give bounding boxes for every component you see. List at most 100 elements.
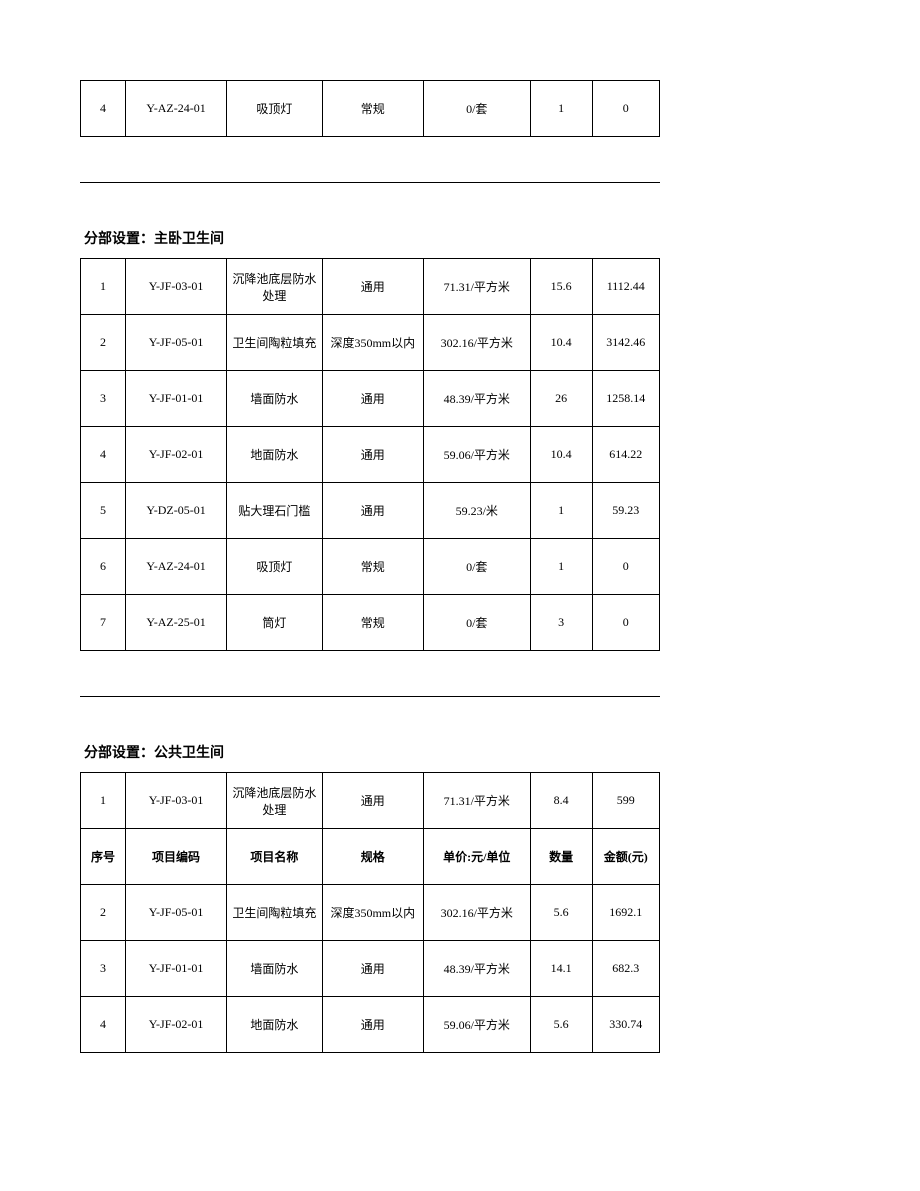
table-row: 4 Y-JF-02-01 地面防水 通用 59.06/平方米 5.6 330.7… bbox=[81, 997, 660, 1053]
cell-code: Y-AZ-24-01 bbox=[125, 81, 226, 137]
cell-code: Y-JF-02-01 bbox=[125, 997, 226, 1053]
cell-qty: 5.6 bbox=[530, 885, 592, 941]
cell-qty: 10.4 bbox=[530, 315, 592, 371]
cell-amount: 599 bbox=[592, 773, 660, 829]
cell-seq: 5 bbox=[81, 483, 126, 539]
cell-name: 吸顶灯 bbox=[227, 81, 323, 137]
header-seq: 序号 bbox=[81, 829, 126, 885]
cell-spec: 常规 bbox=[322, 595, 423, 651]
cell-amount: 614.22 bbox=[592, 427, 660, 483]
cell-code: Y-JF-01-01 bbox=[125, 371, 226, 427]
table-row: 5 Y-DZ-05-01 贴大理石门槛 通用 59.23/米 1 59.23 bbox=[81, 483, 660, 539]
cell-seq: 3 bbox=[81, 371, 126, 427]
cell-spec: 通用 bbox=[322, 427, 423, 483]
cell-spec: 通用 bbox=[322, 941, 423, 997]
cell-amount: 330.74 bbox=[592, 997, 660, 1053]
cell-code: Y-DZ-05-01 bbox=[125, 483, 226, 539]
cell-spec: 通用 bbox=[322, 259, 423, 315]
cell-price: 0/套 bbox=[423, 539, 530, 595]
cell-qty: 3 bbox=[530, 595, 592, 651]
table-row: 1 Y-JF-03-01 沉降池底层防水处理 通用 71.31/平方米 15.6… bbox=[81, 259, 660, 315]
cell-name: 地面防水 bbox=[227, 427, 323, 483]
cell-seq: 2 bbox=[81, 315, 126, 371]
cell-name: 贴大理石门槛 bbox=[227, 483, 323, 539]
section-2-header: 分部设置：公共卫生间 bbox=[80, 732, 660, 772]
cell-seq: 4 bbox=[81, 997, 126, 1053]
cell-name: 沉降池底层防水处理 bbox=[227, 773, 323, 829]
table-header-row: 序号 项目编码 项目名称 规格 单价:元/单位 数量 金额(元) bbox=[81, 829, 660, 885]
cell-price: 0/套 bbox=[423, 81, 530, 137]
cell-amount: 0 bbox=[592, 81, 660, 137]
cell-price: 48.39/平方米 bbox=[423, 371, 530, 427]
cell-amount: 0 bbox=[592, 539, 660, 595]
cell-name: 卫生间陶粒填充 bbox=[227, 885, 323, 941]
cell-name: 卫生间陶粒填充 bbox=[227, 315, 323, 371]
cell-qty: 26 bbox=[530, 371, 592, 427]
header-code: 项目编码 bbox=[125, 829, 226, 885]
header-name: 项目名称 bbox=[227, 829, 323, 885]
cell-amount: 682.3 bbox=[592, 941, 660, 997]
cell-qty: 8.4 bbox=[530, 773, 592, 829]
cell-qty: 5.6 bbox=[530, 997, 592, 1053]
cell-amount: 59.23 bbox=[592, 483, 660, 539]
cell-price: 59.06/平方米 bbox=[423, 427, 530, 483]
cell-name: 筒灯 bbox=[227, 595, 323, 651]
cell-amount: 3142.46 bbox=[592, 315, 660, 371]
cell-name: 墙面防水 bbox=[227, 941, 323, 997]
table-row: 2 Y-JF-05-01 卫生间陶粒填充 深度350mm以内 302.16/平方… bbox=[81, 885, 660, 941]
cell-code: Y-JF-03-01 bbox=[125, 773, 226, 829]
cell-name: 吸顶灯 bbox=[227, 539, 323, 595]
cell-qty: 10.4 bbox=[530, 427, 592, 483]
table-row: 3 Y-JF-01-01 墙面防水 通用 48.39/平方米 26 1258.1… bbox=[81, 371, 660, 427]
header-price: 单价:元/单位 bbox=[423, 829, 530, 885]
cell-code: Y-AZ-25-01 bbox=[125, 595, 226, 651]
cell-spec: 通用 bbox=[322, 997, 423, 1053]
cell-amount: 1692.1 bbox=[592, 885, 660, 941]
cell-price: 59.23/米 bbox=[423, 483, 530, 539]
cell-spec: 通用 bbox=[322, 773, 423, 829]
cell-price: 0/套 bbox=[423, 595, 530, 651]
cell-price: 302.16/平方米 bbox=[423, 885, 530, 941]
cell-qty: 15.6 bbox=[530, 259, 592, 315]
header-qty: 数量 bbox=[530, 829, 592, 885]
cell-price: 59.06/平方米 bbox=[423, 997, 530, 1053]
cell-price: 48.39/平方米 bbox=[423, 941, 530, 997]
section-divider bbox=[80, 696, 660, 697]
cell-spec: 常规 bbox=[322, 81, 423, 137]
cell-seq: 1 bbox=[81, 773, 126, 829]
section-2-table: 1 Y-JF-03-01 沉降池底层防水处理 通用 71.31/平方米 8.4 … bbox=[80, 772, 660, 1053]
header-spec: 规格 bbox=[322, 829, 423, 885]
cell-seq: 4 bbox=[81, 81, 126, 137]
cell-spec: 深度350mm以内 bbox=[322, 315, 423, 371]
cell-seq: 7 bbox=[81, 595, 126, 651]
cell-code: Y-AZ-24-01 bbox=[125, 539, 226, 595]
table-row: 4 Y-JF-02-01 地面防水 通用 59.06/平方米 10.4 614.… bbox=[81, 427, 660, 483]
cell-amount: 1258.14 bbox=[592, 371, 660, 427]
cell-name: 沉降池底层防水处理 bbox=[227, 259, 323, 315]
cell-seq: 4 bbox=[81, 427, 126, 483]
cell-qty: 1 bbox=[530, 81, 592, 137]
cell-seq: 2 bbox=[81, 885, 126, 941]
cell-name: 地面防水 bbox=[227, 997, 323, 1053]
cell-amount: 0 bbox=[592, 595, 660, 651]
cell-price: 302.16/平方米 bbox=[423, 315, 530, 371]
table-row: 3 Y-JF-01-01 墙面防水 通用 48.39/平方米 14.1 682.… bbox=[81, 941, 660, 997]
header-amount: 金额(元) bbox=[592, 829, 660, 885]
table-row: 1 Y-JF-03-01 沉降池底层防水处理 通用 71.31/平方米 8.4 … bbox=[81, 773, 660, 829]
cell-amount: 1112.44 bbox=[592, 259, 660, 315]
table-row: 2 Y-JF-05-01 卫生间陶粒填充 深度350mm以内 302.16/平方… bbox=[81, 315, 660, 371]
section-1-header: 分部设置：主卧卫生间 bbox=[80, 218, 660, 258]
cell-name: 墙面防水 bbox=[227, 371, 323, 427]
cell-qty: 14.1 bbox=[530, 941, 592, 997]
table-row: 4 Y-AZ-24-01 吸顶灯 常规 0/套 1 0 bbox=[81, 81, 660, 137]
cell-seq: 1 bbox=[81, 259, 126, 315]
cell-spec: 常规 bbox=[322, 539, 423, 595]
cell-code: Y-JF-05-01 bbox=[125, 315, 226, 371]
cell-spec: 通用 bbox=[322, 483, 423, 539]
section-0-table: 4 Y-AZ-24-01 吸顶灯 常规 0/套 1 0 bbox=[80, 80, 660, 137]
cell-code: Y-JF-02-01 bbox=[125, 427, 226, 483]
cell-seq: 3 bbox=[81, 941, 126, 997]
cell-seq: 6 bbox=[81, 539, 126, 595]
section-divider bbox=[80, 182, 660, 183]
cell-code: Y-JF-01-01 bbox=[125, 941, 226, 997]
